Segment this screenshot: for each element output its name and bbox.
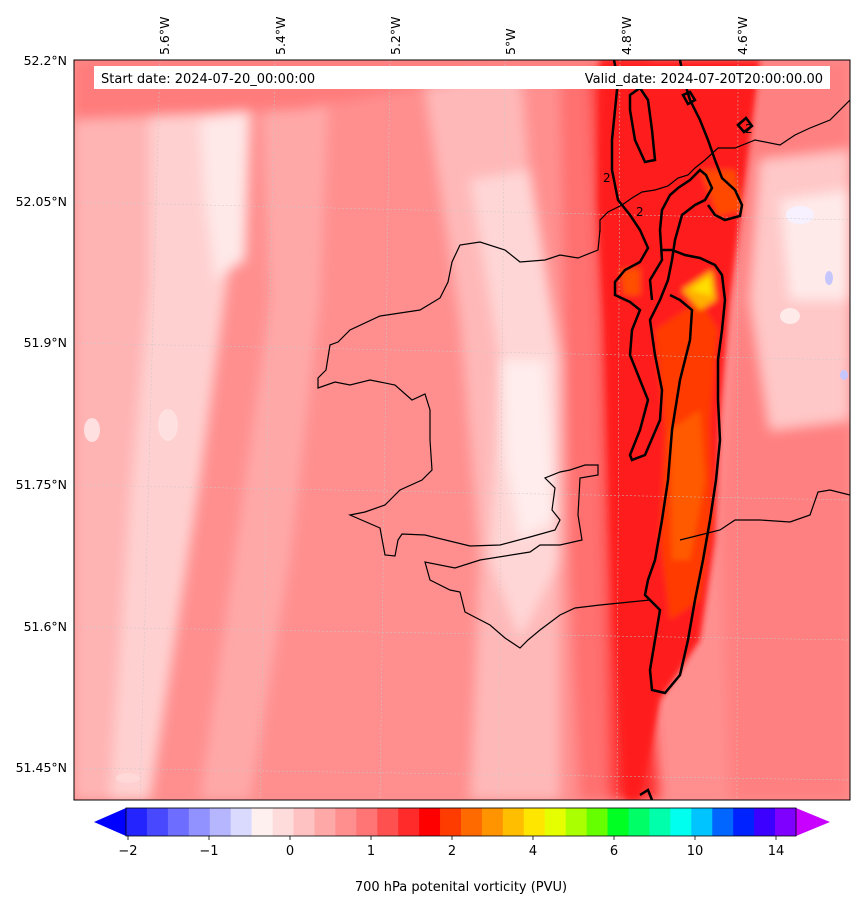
colorbar-cell [733, 808, 755, 836]
colorbar-cell [481, 808, 504, 836]
colorbar-cell [440, 808, 462, 836]
pv-core [598, 60, 760, 800]
colorbar-frame [125, 807, 797, 837]
colorbar-cell [565, 808, 588, 836]
colorbar-cell [670, 808, 692, 836]
colorbar-tick-label: −1 [199, 844, 218, 859]
colorbar: −2 −1 0 1 2 4 6 10 14 700 hPa potenital … [94, 807, 830, 895]
lon-label: 5.6°W [157, 17, 172, 56]
valid-date-label: Valid_date: 2024-07-20T20:00:00.00 [585, 72, 823, 87]
longitude-labels: 5.6°W 5.4°W 5.2°W 5°W 4.8°W 4.6°W [157, 17, 750, 56]
graticule [74, 60, 850, 800]
colorbar-cell [712, 808, 734, 836]
colorbar-cell [398, 808, 420, 836]
colorbar-tick-label: 1 [367, 844, 375, 859]
colorbar-cells [126, 808, 797, 836]
colorbar-title: 700 hPa potenital vorticity (PVU) [355, 880, 567, 895]
colorbar-cell [586, 808, 609, 836]
colorbar-cell [628, 808, 651, 836]
latitude-labels: 52.2°N 52.05°N 51.9°N 51.75°N 51.6°N 51.… [16, 53, 67, 775]
colorbar-cell [167, 808, 190, 836]
colorbar-cell [523, 808, 546, 836]
colorbar-cell [188, 808, 211, 836]
pv2-contour [610, 60, 754, 800]
colorbar-tick-label: 0 [286, 844, 294, 859]
colorbar-cell [314, 808, 336, 836]
lat-label: 52.2°N [24, 53, 67, 68]
colorbar-tick-label: 6 [610, 844, 618, 859]
colorbar-cell [461, 808, 483, 836]
colorbar-cell [691, 808, 713, 836]
lat-label: 51.45°N [16, 760, 67, 775]
lat-label: 51.9°N [24, 335, 67, 350]
colorbar-tick-label: 10 [687, 844, 704, 859]
colorbar-cell [126, 808, 148, 836]
colorbar-tick-labels: −2 −1 0 1 2 4 6 10 14 [118, 844, 784, 859]
lat-label: 52.05°N [16, 194, 67, 209]
colorbar-cell [356, 808, 378, 836]
colorbar-tick-label: 14 [768, 844, 785, 859]
colorbar-cell [754, 808, 776, 836]
lon-label: 5.4°W [273, 17, 288, 56]
contour-label: 2 [745, 122, 753, 136]
contour-label: 2 [603, 171, 611, 185]
lon-label: 5.2°W [388, 17, 403, 56]
lon-label: 4.6°W [735, 17, 750, 56]
coastline [317, 99, 850, 649]
colorbar-cell [146, 808, 169, 836]
lon-label: 5°W [503, 28, 518, 55]
colorbar-cell [272, 808, 295, 836]
start-date-label: Start date: 2024-07-20_00:00:00 [101, 72, 315, 87]
date-header-box [94, 66, 830, 89]
colorbar-cell [377, 808, 399, 836]
colorbar-cell [209, 808, 232, 836]
colorbar-cell [502, 808, 525, 836]
map-frame [73, 59, 851, 801]
colorbar-cell [607, 808, 630, 836]
pv2-contour-labels: 2 2 2 [603, 122, 753, 219]
colorbar-cell [230, 808, 253, 836]
colorbar-tick-label: 2 [448, 844, 456, 859]
colorbar-cell [251, 808, 274, 836]
lon-label: 4.8°W [619, 17, 634, 56]
pv-speckles [84, 206, 848, 783]
colorbar-tick-label: 4 [529, 844, 537, 859]
colorbar-tick-label: −2 [118, 844, 137, 859]
colorbar-cell [649, 808, 671, 836]
map-panel: 2 2 2 Start date: 2024-07-20_00:00:00 Va… [74, 60, 850, 800]
colorbar-ticks [127, 836, 777, 840]
colorbar-cell [544, 808, 567, 836]
colorbar-min-arrow [94, 808, 126, 836]
contour-label: 2 [636, 205, 644, 219]
colorbar-cell [335, 808, 357, 836]
colorbar-cell [775, 808, 797, 836]
colorbar-cell [293, 808, 316, 836]
lat-label: 51.6°N [24, 619, 67, 634]
colorbar-max-arrow [796, 808, 830, 836]
colorbar-cell [419, 808, 441, 836]
lat-label: 51.75°N [16, 477, 67, 492]
